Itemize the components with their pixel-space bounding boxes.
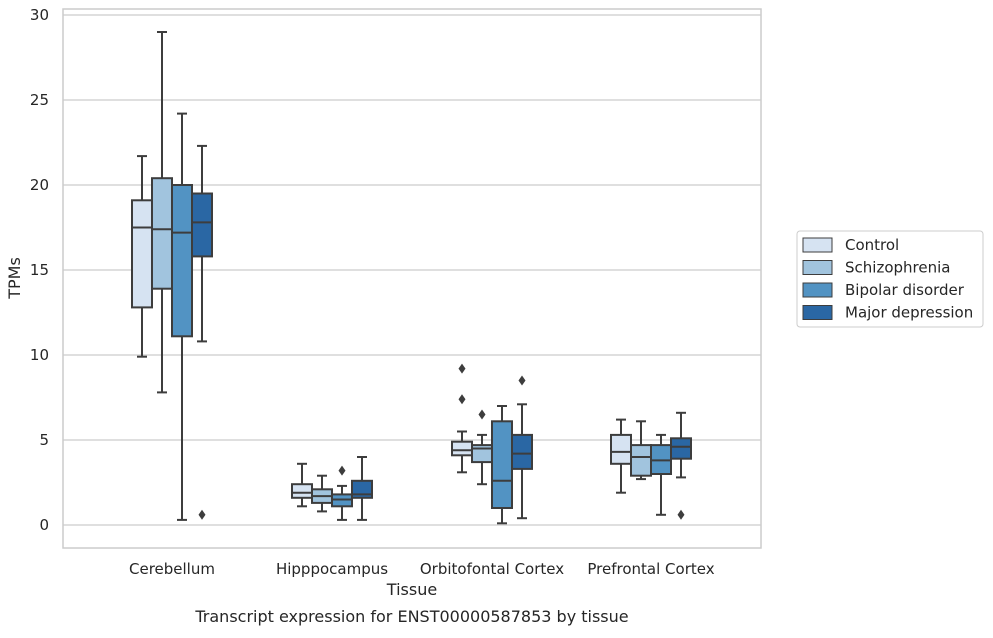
legend-frame (796, 230, 984, 328)
legend-swatch (802, 282, 833, 298)
box-bipolar-disorder-cerebellum (171, 112, 193, 521)
y-tick-label: 30 (30, 6, 49, 24)
legend-label: Schizophrenia (845, 259, 950, 277)
legend-label: Control (845, 236, 899, 254)
box-iqr (511, 433, 533, 470)
y-tick-label: 0 (39, 516, 49, 534)
box-major-depression-hipppocampus (351, 456, 373, 521)
box-iqr (151, 177, 173, 290)
box-iqr (670, 437, 692, 460)
outlier-point (198, 509, 206, 520)
box-iqr (131, 199, 153, 309)
box-iqr (291, 483, 313, 499)
box-bipolar-disorder-orbitofontal-cortex (491, 405, 513, 525)
outlier-point (478, 409, 486, 420)
y-tick-label: 15 (30, 261, 49, 279)
x-tick-label: Prefrontal Cortex (587, 560, 714, 578)
box-iqr (451, 440, 473, 457)
x-tick-label: Orbitofontal Cortex (420, 560, 564, 578)
x-tick-label: Cerebellum (129, 560, 215, 578)
outlier-point (458, 394, 466, 405)
y-tick-labels: 0 5 10 15 20 25 30 (30, 6, 49, 534)
x-tick-label: Hipppocampus (276, 560, 388, 578)
box-iqr (171, 184, 193, 338)
box-major-depression-orbitofontal-cortex (511, 375, 533, 520)
box-iqr (630, 444, 652, 477)
outlier-point (518, 375, 526, 386)
outlier-point (338, 465, 346, 476)
x-axis-label: Tissue (386, 580, 437, 599)
box-major-depression-cerebellum (191, 144, 213, 520)
box-iqr (191, 192, 213, 258)
outlier-point (458, 363, 466, 374)
box-schizophrenia-prefrontal-cortex (630, 420, 652, 481)
box-schizophrenia-cerebellum (151, 31, 173, 394)
x-tick-labels: Cerebellum Hipppocampus Orbitofontal Corte… (129, 560, 715, 578)
box-plots (131, 31, 692, 525)
box-bipolar-disorder-hipppocampus (331, 465, 353, 521)
box-iqr (491, 420, 513, 509)
y-tick-label: 10 (30, 346, 49, 364)
legend: Control Schizophrenia Bipolar disorder Majo… (796, 230, 984, 328)
box-schizophrenia-hipppocampus (311, 474, 333, 513)
legend-swatch (802, 260, 833, 275)
y-tick-label: 20 (30, 176, 49, 194)
outlier-point (677, 509, 685, 520)
y-tick-label: 25 (30, 91, 49, 109)
box-major-depression-prefrontal-cortex (670, 411, 692, 520)
box-iqr (610, 433, 632, 465)
box-control-hipppocampus (291, 462, 313, 508)
legend-swatch (802, 305, 833, 320)
legend-label: Major depression (845, 304, 973, 322)
legend-label: Bipolar disorder (845, 281, 965, 299)
y-axis-label: TPMs (5, 257, 24, 300)
legend-swatch (802, 237, 833, 253)
chart-caption: Transcript expression for ENST0000058785… (194, 607, 628, 626)
y-tick-label: 5 (39, 431, 49, 449)
